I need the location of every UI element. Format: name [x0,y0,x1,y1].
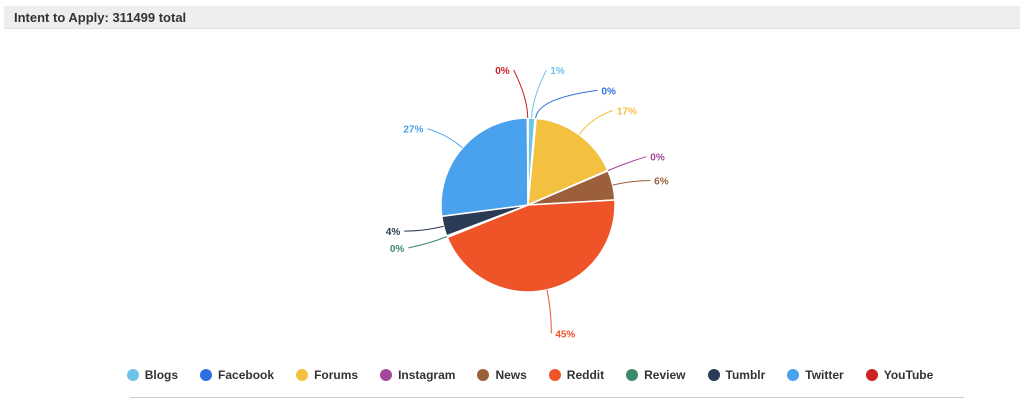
legend-label: Facebook [218,368,275,382]
legend-item-youtube[interactable]: YouTube [865,368,934,382]
leader-line-news [612,180,651,186]
data-label-facebook: 0% [601,86,616,97]
data-label-review: 0% [390,244,405,255]
leader-line-twitter [427,128,463,149]
legend-label: YouTube [883,368,934,382]
leader-line-review [408,236,448,249]
leader-line-forums [578,109,614,135]
legend-item-news[interactable]: News [477,368,527,382]
legend-label: News [495,368,527,382]
legend-label: Tumblr [725,368,766,382]
bottom-divider [130,397,964,398]
legend-marker [477,369,490,381]
data-label-news: 6% [654,177,669,188]
pie-slice-reddit[interactable] [446,199,616,293]
legend-label: Reddit [566,368,605,382]
data-label-forums: 17% [617,106,637,117]
legend-item-twitter[interactable]: Twitter [787,368,844,382]
data-label-instagram: 0% [650,153,665,164]
pie-slice-twitter[interactable] [440,117,529,218]
data-label-reddit: 45% [555,329,575,340]
legend-item-facebook[interactable]: Facebook [200,368,274,382]
legend-marker [296,369,309,381]
legend-item-review[interactable]: Review [626,368,686,382]
data-label-twitter: 27% [403,125,423,136]
legend-marker [865,369,878,381]
legend-label: Review [644,368,686,382]
leader-line-instagram [607,156,647,172]
legend-marker [126,369,139,381]
legend-item-instagram[interactable]: Instagram [380,368,455,382]
legend-label: Blogs [144,368,179,382]
legend-item-forums[interactable]: Forums [296,368,358,382]
data-label-blogs: 1% [550,66,565,77]
legend-item-blogs[interactable]: Blogs [126,368,179,382]
legend-marker [707,369,720,381]
leader-line-blogs [531,69,547,119]
legend-item-reddit[interactable]: Reddit [548,368,605,382]
legend-marker [626,369,639,381]
data-label-youtube: 0% [495,66,510,77]
leader-line-reddit [546,289,552,334]
pie-chart: 1%0%17%0%6%45%0%4%27%0% [386,66,669,340]
legend-marker [380,369,393,381]
legend-label: Twitter [805,368,844,382]
panel-header: Intent to Apply: 311499 total [4,6,1020,29]
chart-legend: Blogs Facebook Forums Instagram News Reddit Re… [0,368,1024,382]
chart-title: Intent to Apply: 311499 total [14,10,187,25]
legend-marker [787,369,800,381]
leader-line-facebook [535,89,598,119]
legend-marker [548,369,561,381]
legend-marker [200,369,213,381]
leader-line-tumblr [404,225,444,232]
pie-slice-youtube[interactable] [526,117,529,206]
leader-line-youtube [513,69,529,119]
legend-label: Instagram [398,368,456,382]
data-label-tumblr: 4% [386,227,401,238]
legend-label: Forums [314,368,359,382]
legend-item-tumblr[interactable]: Tumblr [707,368,766,382]
